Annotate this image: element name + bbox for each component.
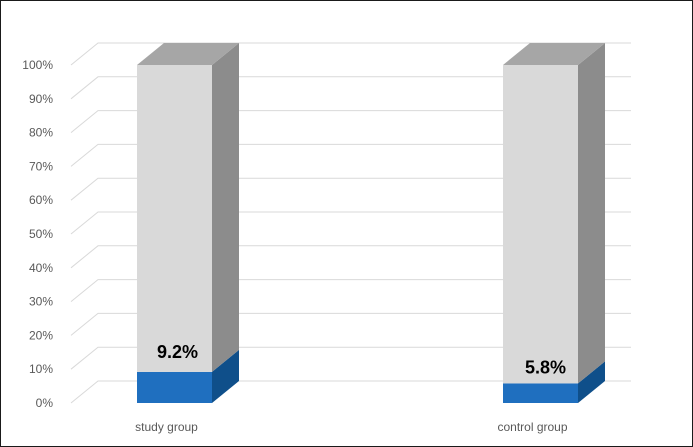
y-tick-label: 50% <box>29 227 53 241</box>
gridline <box>70 76 631 100</box>
gridline <box>70 143 631 167</box>
x-category-label: study group <box>135 420 198 434</box>
bars <box>137 43 605 403</box>
gridline <box>70 211 631 235</box>
y-tick-label: 10% <box>29 362 53 376</box>
gridline <box>70 279 631 302</box>
data-labels: 9.2% 5.8% <box>157 342 566 377</box>
gridline <box>70 346 631 370</box>
bar-side <box>212 43 239 372</box>
gridline <box>70 42 631 66</box>
x-category-label: control group <box>497 420 567 434</box>
gridline <box>70 110 631 133</box>
gridline <box>70 380 631 404</box>
bar-side <box>578 361 605 403</box>
y-tick-label: 60% <box>29 193 53 207</box>
y-tick-label: 100% <box>22 58 53 72</box>
y-tick-label: 40% <box>29 261 53 275</box>
y-tick-label: 0% <box>36 396 54 410</box>
y-tick-label: 90% <box>29 92 53 106</box>
y-axis-ticks: 0% 10% 20% 30% 40% 50% 60% 70% 80% 90% 100% <box>22 58 53 410</box>
y-tick-label: 80% <box>29 126 53 140</box>
gridline <box>70 245 631 269</box>
gridlines <box>70 42 631 404</box>
gridline <box>70 312 631 336</box>
data-label: 5.8% <box>525 357 566 377</box>
bar-segment <box>503 65 578 384</box>
bar-top <box>503 43 605 65</box>
y-tick-label: 30% <box>29 295 53 309</box>
bar-side <box>212 349 239 403</box>
bar-segment <box>503 383 578 403</box>
data-label: 9.2% <box>157 342 198 362</box>
y-tick-label: 20% <box>29 328 53 342</box>
bar-side <box>578 43 605 384</box>
x-axis-categories: study group control group <box>135 420 568 434</box>
bar-top <box>137 43 239 65</box>
bar-segment <box>137 371 212 403</box>
y-tick-label: 70% <box>29 159 53 173</box>
bar-segment <box>137 65 212 372</box>
gridline <box>70 177 631 201</box>
